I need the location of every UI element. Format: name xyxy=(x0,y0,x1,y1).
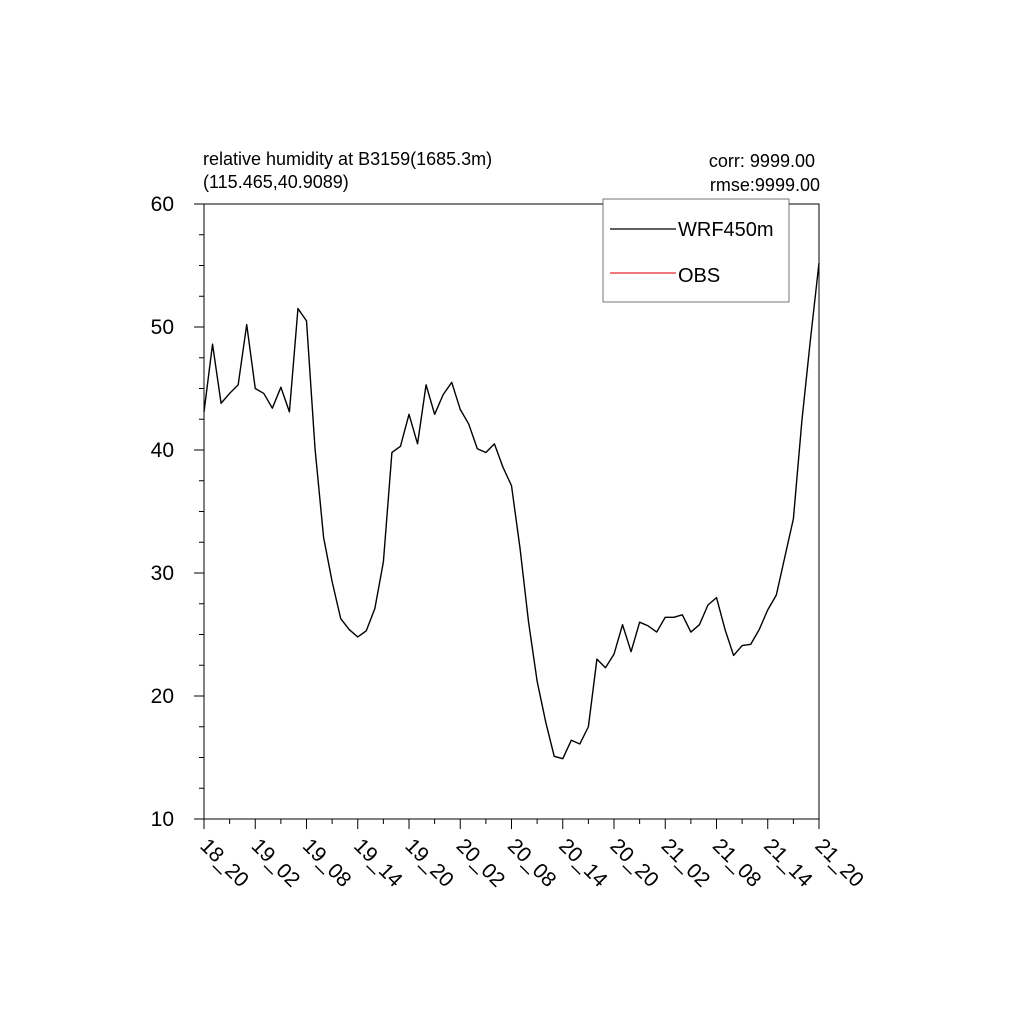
y-tick-label: 30 xyxy=(151,562,174,585)
x-tick-label: 21_02 xyxy=(657,834,715,892)
x-tick-label: 20_08 xyxy=(503,834,561,892)
x-tick-label: 20_02 xyxy=(452,834,510,892)
x-tick-label: 21_20 xyxy=(810,834,868,892)
plot-frame xyxy=(203,203,820,820)
x-axis: 18_2019_0219_0819_1419_2020_0220_0820_14… xyxy=(195,819,868,892)
x-tick-label: 19_14 xyxy=(349,834,407,892)
legend-box xyxy=(602,198,790,303)
x-tick-label: 20_14 xyxy=(554,834,612,892)
x-tick-label: 19_02 xyxy=(247,834,305,892)
x-tick-label: 21_14 xyxy=(759,834,817,892)
x-tick-label: 19_20 xyxy=(400,834,458,892)
y-tick-label: 60 xyxy=(151,193,174,216)
x-tick-label: 18_20 xyxy=(195,834,253,892)
rmse-stat: rmse:9999.00 xyxy=(710,175,820,195)
y-axis: 10 20 30 40 50 60 xyxy=(151,193,204,831)
x-tick-label: 21_08 xyxy=(708,834,766,892)
legend-label-obs: OBS xyxy=(678,265,720,287)
corr-stat: corr: 9999.00 xyxy=(709,151,815,171)
series-line-wrf450m xyxy=(203,262,820,760)
chart-title-line1: relative humidity at B3159(1685.3m) xyxy=(203,149,492,169)
series-layer xyxy=(203,262,820,760)
y-tick-label: 40 xyxy=(151,439,174,462)
y-tick-label: 10 xyxy=(151,808,174,831)
legend: WRF450m OBS xyxy=(602,198,790,303)
x-tick-label: 19_08 xyxy=(298,834,356,892)
x-tick-label: 20_20 xyxy=(605,834,663,892)
legend-label-wrf450m: WRF450m xyxy=(678,219,774,241)
y-tick-label: 20 xyxy=(151,685,174,708)
y-tick-label: 50 xyxy=(151,316,174,339)
chart-title-line2: (115.465,40.9089) xyxy=(203,172,349,192)
